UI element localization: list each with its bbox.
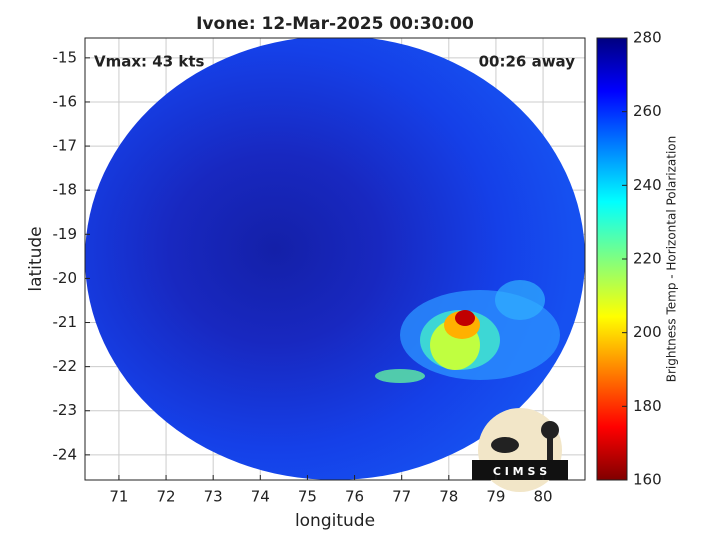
y-tick-label: -23 — [53, 401, 78, 419]
x-tick-label: 79 — [486, 488, 505, 506]
x-tick-label: 77 — [392, 488, 411, 506]
y-tick-label: -20 — [53, 269, 78, 287]
y-axis-label: latitude — [26, 226, 46, 291]
logo: C I M S S — [472, 408, 568, 492]
y-tick-label: -24 — [53, 445, 78, 463]
title: Ivone: 12-Mar-2025 00:30:00 — [196, 14, 474, 34]
x-tick-label: 71 — [109, 488, 128, 506]
x-tick-label: 78 — [439, 488, 458, 506]
x-tick-label: 75 — [298, 488, 317, 506]
colorbar-tick-label: 220 — [633, 250, 662, 268]
x-tick-label: 72 — [157, 488, 176, 506]
y-tick-label: -21 — [53, 313, 78, 331]
swath — [85, 38, 585, 480]
colorbar-tick-label: 200 — [633, 323, 662, 341]
time-annotation: 00:26 away — [479, 53, 576, 71]
axes-frame — [84, 37, 586, 481]
logo-text: C I M S S — [493, 465, 547, 478]
colorbar-tick-label: 280 — [633, 29, 662, 47]
x-tick-label: 73 — [204, 488, 223, 506]
y-tick-label: -16 — [53, 92, 78, 110]
y-tick-label: -17 — [53, 137, 78, 155]
colorbar-tick-label: 180 — [633, 397, 662, 415]
y-tick-label: -19 — [53, 225, 78, 243]
x-tick-label: 80 — [534, 488, 553, 506]
convection — [495, 280, 545, 320]
x-tick-label: 76 — [345, 488, 364, 506]
convection — [375, 369, 425, 383]
colorbar-tick-label: 260 — [633, 102, 662, 120]
vmax-annotation: Vmax: 43 kts — [94, 53, 204, 71]
colorbar-tick-label: 160 — [633, 471, 662, 489]
x-axis-label: longitude — [295, 511, 375, 531]
y-tick-label: -15 — [53, 48, 78, 66]
colorbar-tick-label: 240 — [633, 176, 662, 194]
convection — [455, 310, 475, 326]
y-tick-label: -22 — [53, 357, 78, 375]
y-tick-label: -18 — [53, 181, 78, 199]
x-tick-label: 74 — [251, 488, 270, 506]
colorbar-label: Brightness Temp - Horizontal Polarizatio… — [665, 136, 679, 383]
